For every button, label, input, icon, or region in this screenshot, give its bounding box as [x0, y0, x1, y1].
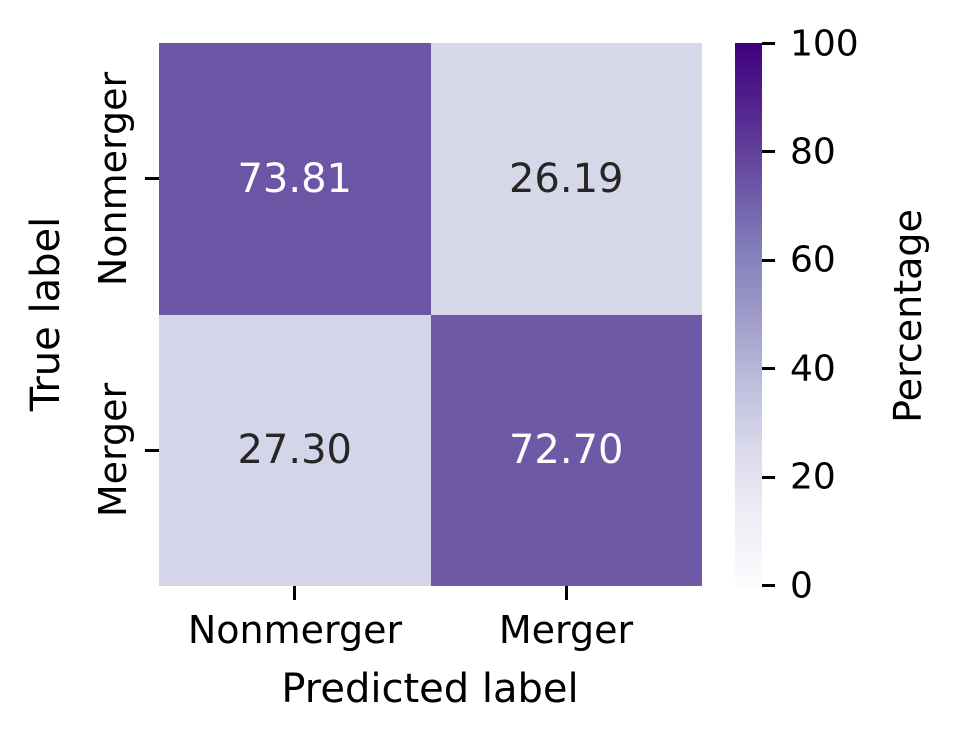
cell-true-merger-pred-nonmerger: 27.30	[159, 314, 431, 586]
colorbar-title: Percentage	[886, 209, 930, 423]
colorbar-tick-100	[762, 42, 775, 45]
y-axis-tick-merger	[145, 449, 159, 452]
colorbar-gradient	[735, 43, 762, 586]
y-tick-label-merger: Merger	[91, 382, 135, 518]
x-tick-label-nonmerger: Nonmerger	[187, 608, 403, 652]
colorbar-tick-20	[762, 476, 775, 479]
colorbar-tick-60	[762, 259, 775, 262]
y-axis-title: True label	[23, 216, 69, 412]
colorbar-tick-label-40: 40	[790, 348, 836, 390]
x-tick-label-merger: Merger	[498, 608, 634, 652]
colorbar-tick-40	[762, 367, 775, 370]
x-axis-tick-merger	[565, 586, 568, 600]
colorbar-tick-label-60: 60	[790, 239, 836, 281]
colorbar-tick-label-20: 20	[790, 456, 836, 498]
colorbar-tick-label-0: 0	[790, 565, 813, 607]
y-axis-tick-nonmerger	[145, 177, 159, 180]
colorbar-tick-80	[762, 150, 775, 153]
y-tick-label-nonmerger: Nonmerger	[91, 71, 135, 287]
colorbar-tick-0	[762, 584, 775, 587]
cell-true-merger-pred-merger: 72.70	[430, 314, 702, 586]
heatmap-grid: 73.81 26.19 27.30 72.70	[159, 43, 702, 586]
colorbar-tick-label-100: 100	[790, 23, 859, 65]
colorbar-tick-label-80: 80	[790, 131, 836, 173]
x-axis-title: Predicted label	[281, 666, 579, 712]
x-axis-tick-nonmerger	[293, 586, 296, 600]
cell-true-nonmerger-pred-nonmerger: 73.81	[159, 43, 431, 315]
cell-true-nonmerger-pred-merger: 26.19	[430, 43, 702, 315]
